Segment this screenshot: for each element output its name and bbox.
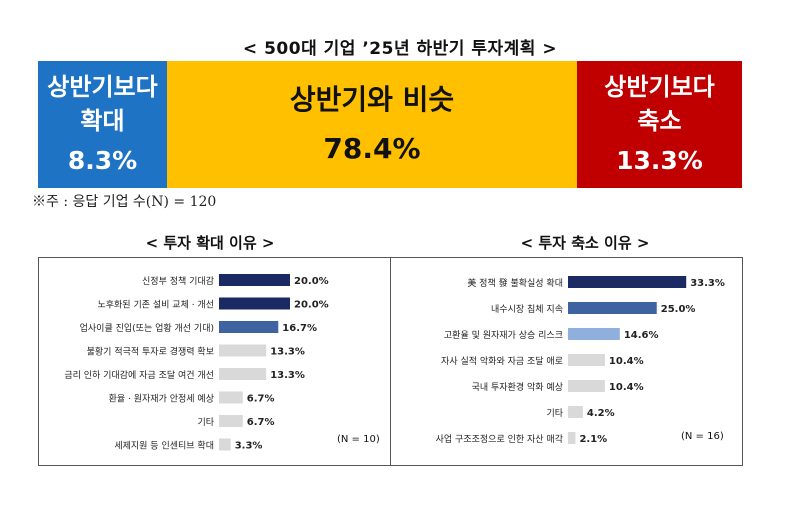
value-label: 33.3% xyxy=(690,278,725,289)
bar xyxy=(568,354,605,366)
bar xyxy=(219,344,267,357)
category-label: 세제지원 등 인센티브 확대 xyxy=(114,440,214,452)
band-increase: 상반기보다 확대 8.3% xyxy=(38,61,167,188)
chart-increase: 신정부 정책 기대감 20.0% 노후화된 기존 설비 교체 · 개선 20.0% 업사… xyxy=(64,274,329,452)
chart-title-decrease: < 투자 축소 이유 > xyxy=(520,234,650,252)
value-label: 14.6% xyxy=(624,330,659,341)
value-label: 20.0% xyxy=(294,276,329,287)
bar xyxy=(219,297,290,310)
band-same-value: 78.4% xyxy=(323,131,421,165)
bar xyxy=(568,380,605,392)
band-increase-value: 8.3% xyxy=(67,145,138,175)
bar xyxy=(568,406,583,418)
chart-panel-decrease: 美 정책 發 불확실성 확대 33.3% 내수시장 침체 지속 25.0% 고환율 및 … xyxy=(390,257,743,466)
value-label: 2.1% xyxy=(579,434,607,445)
bar xyxy=(568,302,657,314)
bar xyxy=(219,368,267,380)
page-title: < 500대 기업 ’25년 하반기 투자계획 > xyxy=(242,39,558,59)
bar xyxy=(568,276,687,288)
value-label: 6.7% xyxy=(247,394,275,405)
category-label: 자사 실적 악화와 자금 조달 애로 xyxy=(441,355,563,367)
bar xyxy=(219,274,290,286)
category-label: 신정부 정책 기대감 xyxy=(142,275,214,287)
band-decrease-label-line2: 축소 xyxy=(637,106,682,135)
band-same: 상반기와 비슷 78.4% xyxy=(167,61,577,188)
band-increase-label-line1: 상반기보다 xyxy=(47,72,158,101)
chart-panel-increase: 신정부 정책 기대감 20.0% 노후화된 기존 설비 교체 · 개선 20.0% 업사… xyxy=(38,257,391,466)
respondent-note: ※주 : 응답 기업 수(N) = 120 xyxy=(32,194,217,210)
value-label: 6.7% xyxy=(247,417,275,428)
category-label: 美 정책 發 불확실성 확대 xyxy=(467,277,563,289)
bar xyxy=(219,415,243,427)
category-label: 기타 xyxy=(197,417,214,428)
category-label: 고환율 및 원자재가 상승 리스크 xyxy=(444,329,563,341)
band-same-label: 상반기와 비슷 xyxy=(290,80,454,120)
chart-decrease-n-note: (N = 16) xyxy=(681,431,724,442)
bar xyxy=(568,328,620,340)
value-label: 13.3% xyxy=(270,370,305,381)
category-label: 불황기 적극적 투자로 경쟁력 확보 xyxy=(87,346,214,358)
chart-title-increase: < 투자 확대 이유 > xyxy=(145,234,275,252)
category-label: 금리 인하 기대감에 자금 조달 여건 개선 xyxy=(64,369,214,381)
value-label: 20.0% xyxy=(294,300,329,311)
bar xyxy=(219,321,279,333)
band-increase-label: 상반기보다 확대 xyxy=(47,70,157,138)
value-label: 10.4% xyxy=(609,382,644,393)
value-label: 10.4% xyxy=(609,356,644,367)
band-decrease: 상반기보다 축소 13.3% xyxy=(577,61,742,188)
category-label: 내수시장 침체 지속 xyxy=(491,304,563,315)
value-label: 3.3% xyxy=(235,441,263,452)
category-label: 환율 · 원자재가 안정세 예상 xyxy=(109,393,214,405)
chart-increase-n-note: (N = 10) xyxy=(337,434,380,445)
bar xyxy=(219,438,231,451)
category-label: 국내 투자환경 악화 예상 xyxy=(472,381,563,393)
category-label: 사업 구조조정으로 인한 자산 매각 xyxy=(436,433,563,445)
band-increase-label-line2: 확대 xyxy=(80,106,125,135)
band-decrease-value: 13.3% xyxy=(616,145,703,175)
bar xyxy=(568,432,576,444)
band-decrease-label: 상반기보다 축소 xyxy=(604,70,714,138)
value-label: 13.3% xyxy=(270,347,305,358)
value-label: 4.2% xyxy=(587,408,615,419)
category-label: 노후화된 기존 설비 교체 · 개선 xyxy=(97,299,214,311)
band-decrease-label-line1: 상반기보다 xyxy=(604,72,715,101)
band-same-label-line1: 상반기와 비슷 xyxy=(289,82,455,116)
category-label: 기타 xyxy=(546,408,563,419)
bar xyxy=(219,391,243,404)
category-label: 업사이클 진입(또는 업황 개선 기대) xyxy=(80,322,214,334)
value-label: 25.0% xyxy=(661,304,696,315)
chart-decrease: 美 정책 發 불확실성 확대 33.3% 내수시장 침체 지속 25.0% 고환율 및 … xyxy=(436,276,725,445)
value-label: 16.7% xyxy=(282,323,317,334)
